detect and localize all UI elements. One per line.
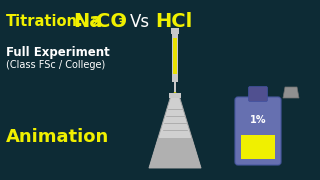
Polygon shape <box>283 87 299 98</box>
FancyBboxPatch shape <box>169 93 181 98</box>
Text: Full Experiment: Full Experiment <box>6 46 110 59</box>
Ellipse shape <box>173 92 177 98</box>
FancyBboxPatch shape <box>174 82 176 92</box>
FancyBboxPatch shape <box>171 28 179 34</box>
Polygon shape <box>149 97 201 168</box>
FancyBboxPatch shape <box>235 97 281 165</box>
Text: (Class FSc / College): (Class FSc / College) <box>6 60 105 70</box>
Polygon shape <box>149 138 201 168</box>
Text: 2: 2 <box>91 18 98 28</box>
Text: Na: Na <box>73 12 102 31</box>
Text: HCl: HCl <box>155 12 192 31</box>
Text: 3: 3 <box>117 18 124 28</box>
FancyBboxPatch shape <box>241 135 275 159</box>
Text: Animation: Animation <box>6 128 109 146</box>
Text: 1%: 1% <box>250 115 266 125</box>
Text: CO: CO <box>96 12 127 31</box>
Text: Vs: Vs <box>130 13 150 31</box>
FancyBboxPatch shape <box>249 87 268 102</box>
FancyBboxPatch shape <box>173 38 177 74</box>
FancyBboxPatch shape <box>172 34 178 82</box>
Text: Titration:: Titration: <box>6 14 84 29</box>
